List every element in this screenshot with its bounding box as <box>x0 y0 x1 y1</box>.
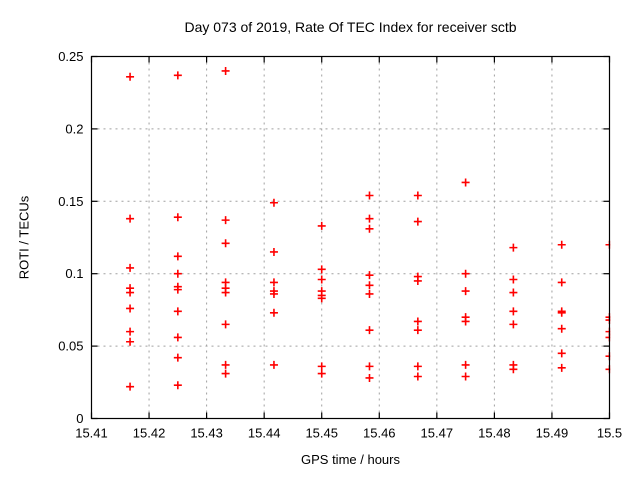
data-layer <box>126 66 611 391</box>
data-point-marker <box>461 360 470 369</box>
data-point-marker <box>413 362 422 371</box>
data-point-marker <box>461 269 470 278</box>
plot-border <box>90 55 611 420</box>
data-point-marker <box>269 289 278 298</box>
data-point-marker <box>221 360 230 369</box>
data-point-marker <box>509 275 518 284</box>
data-point-marker <box>413 276 422 285</box>
y-tick-label: 0.15 <box>58 194 83 209</box>
data-point-marker <box>221 320 230 329</box>
data-point-marker <box>365 271 374 280</box>
data-point-marker <box>126 263 135 272</box>
y-tick-label: 0.05 <box>58 339 83 354</box>
x-tick-label: 15.47 <box>421 426 454 441</box>
data-point-marker <box>126 337 135 346</box>
data-point-marker <box>509 243 518 252</box>
data-point-marker <box>365 362 374 371</box>
data-point-marker <box>413 191 422 200</box>
data-point-marker <box>317 265 326 274</box>
data-point-marker <box>413 372 422 381</box>
y-tick-label: 0.1 <box>65 266 83 281</box>
y-tick-label: 0.25 <box>58 49 83 64</box>
data-point-marker <box>557 324 566 333</box>
data-point-marker <box>173 353 182 362</box>
data-point-marker <box>173 252 182 261</box>
data-point-marker <box>461 372 470 381</box>
data-point-marker <box>509 288 518 297</box>
data-point-marker <box>221 369 230 378</box>
data-point-marker <box>269 360 278 369</box>
axes-layer <box>90 55 611 420</box>
x-tick-label: 15.48 <box>478 426 511 441</box>
x-tick-label: 15.45 <box>305 426 338 441</box>
data-point-marker <box>365 326 374 335</box>
data-point-marker <box>365 191 374 200</box>
data-point-marker <box>269 278 278 287</box>
data-point-marker <box>221 239 230 248</box>
data-point-marker <box>126 214 135 223</box>
data-point-marker <box>173 307 182 316</box>
x-tick-label: 15.43 <box>190 426 223 441</box>
data-point-marker <box>557 240 566 249</box>
y-tick-label: 0 <box>76 411 83 426</box>
x-tick-label: 15.49 <box>536 426 569 441</box>
data-point-marker <box>173 213 182 222</box>
x-axis-title: GPS time / hours <box>301 452 400 467</box>
data-point-marker <box>317 369 326 378</box>
data-point-marker <box>269 308 278 317</box>
data-point-marker <box>269 247 278 256</box>
tick-label-layer: 15.41 15.42 15.43 15.44 15.45 15.46 15.47 15.48… <box>58 49 622 441</box>
data-point-marker <box>413 317 422 326</box>
x-tick-label: 15.42 <box>133 426 166 441</box>
data-point-marker <box>557 308 566 317</box>
data-point-marker <box>269 198 278 207</box>
data-point-marker <box>365 289 374 298</box>
data-point-marker <box>126 288 135 297</box>
data-point-marker <box>509 307 518 316</box>
chart-title: Day 073 of 2019, Rate Of TEC Index for r… <box>184 19 517 35</box>
x-tick-label: 15.5 <box>597 426 622 441</box>
y-tick-label: 0.2 <box>65 121 83 136</box>
data-point-marker <box>126 72 135 81</box>
data-point-marker <box>173 333 182 342</box>
data-point-marker <box>461 178 470 187</box>
data-point-marker <box>557 278 566 287</box>
data-point-marker <box>413 326 422 335</box>
data-point-marker <box>317 294 326 303</box>
data-point-marker <box>221 288 230 297</box>
data-point-marker <box>461 287 470 296</box>
data-point-marker <box>173 285 182 294</box>
data-point-marker <box>365 373 374 382</box>
data-point-marker <box>126 382 135 391</box>
x-tick-label: 15.44 <box>248 426 281 441</box>
data-point-marker <box>365 214 374 223</box>
data-point-marker <box>365 281 374 290</box>
data-point-marker <box>126 304 135 313</box>
data-point-marker <box>365 224 374 233</box>
data-point-marker <box>317 275 326 284</box>
data-point-marker <box>461 317 470 326</box>
x-tick-label: 15.46 <box>363 426 396 441</box>
data-point-marker <box>221 66 230 75</box>
data-point-marker <box>173 269 182 278</box>
data-point-marker <box>509 365 518 374</box>
data-point-marker <box>221 216 230 225</box>
data-point-marker <box>317 362 326 371</box>
data-point-marker <box>509 320 518 329</box>
grid-layer <box>91 56 610 419</box>
data-point-marker <box>173 381 182 390</box>
data-point-marker <box>557 349 566 358</box>
data-point-marker <box>173 71 182 80</box>
data-point-marker <box>413 217 422 226</box>
x-tick-label: 15.41 <box>75 426 108 441</box>
data-point-marker <box>557 363 566 372</box>
data-point-marker <box>317 221 326 230</box>
data-point-marker <box>126 327 135 336</box>
